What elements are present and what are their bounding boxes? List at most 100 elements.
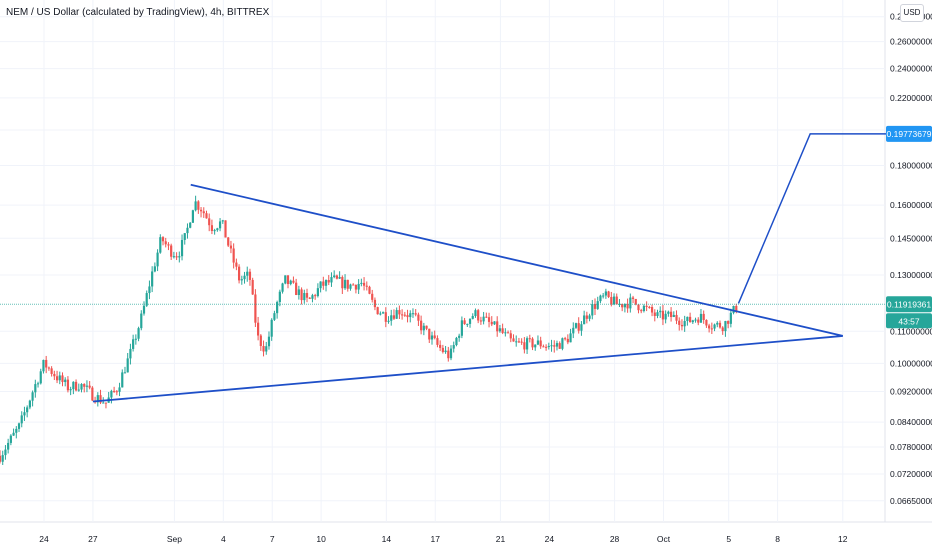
candle-body	[300, 289, 303, 301]
candle-body	[583, 315, 586, 325]
candle-body	[656, 312, 659, 316]
candle-body	[629, 297, 632, 309]
candle-body	[648, 306, 651, 308]
candle-body	[72, 381, 75, 390]
candle-body	[308, 297, 311, 299]
candle-body	[504, 332, 507, 334]
candle-body	[395, 310, 398, 319]
candle-body	[303, 292, 306, 301]
candle-body	[724, 321, 727, 332]
candle-body	[387, 320, 390, 322]
y-tick-label: 0.18000000	[890, 160, 932, 170]
candle-body	[26, 407, 29, 413]
candle-body	[91, 387, 94, 401]
x-tick-label: 24	[545, 534, 555, 544]
candle-body	[490, 321, 493, 325]
candle-body	[161, 237, 165, 242]
candle-body	[140, 313, 143, 329]
candle-body	[528, 338, 531, 340]
candle-body	[31, 392, 34, 401]
target-price-badge-text: 0.19773679	[887, 129, 932, 139]
candle-body	[349, 284, 352, 289]
candle-body	[439, 344, 442, 348]
candle-body	[485, 316, 488, 318]
candle-body	[422, 325, 425, 331]
y-tick-label: 0.22000000	[890, 93, 932, 103]
candle-body	[257, 322, 260, 336]
currency-button[interactable]: USD	[900, 4, 924, 22]
candle-body	[471, 316, 474, 319]
candle-body	[7, 442, 10, 450]
candle-body	[153, 266, 156, 272]
candle-body	[621, 303, 624, 308]
candle-body	[126, 358, 129, 373]
candle-body	[588, 315, 591, 319]
candle-body	[466, 323, 469, 325]
candle-body	[569, 333, 572, 343]
candle-body	[0, 455, 2, 462]
candle-body	[213, 230, 216, 232]
candle-body	[468, 318, 472, 324]
y-axis[interactable]: 0.280000000.260000000.240000000.22000000…	[890, 12, 932, 506]
candle-body	[401, 314, 404, 316]
candle-body	[531, 338, 534, 348]
candle-body	[436, 338, 439, 345]
x-tick-label: 8	[775, 534, 780, 544]
candle-body	[362, 282, 366, 286]
candle-body	[604, 291, 607, 296]
candle-body	[699, 313, 703, 323]
candle-body	[705, 319, 708, 326]
candle-body	[170, 245, 173, 257]
candle-body	[237, 266, 241, 281]
candle-body	[493, 321, 496, 325]
candle-body	[9, 435, 12, 443]
candle-body	[254, 294, 257, 323]
y-tick-label: 0.13000000	[890, 270, 932, 280]
candle-body	[218, 221, 222, 229]
candle-body	[47, 367, 51, 369]
candle-body	[156, 252, 159, 267]
candle-body	[680, 324, 684, 327]
y-tick-label: 0.24000000	[890, 64, 932, 74]
candle-body	[474, 310, 477, 317]
candle-body	[224, 220, 227, 238]
candle-body	[132, 339, 135, 349]
candle-body	[297, 289, 300, 295]
candle-body	[333, 275, 336, 278]
candle-body	[479, 320, 482, 322]
candle-body	[265, 346, 268, 352]
candle-body	[675, 314, 678, 321]
candle-body	[286, 275, 290, 285]
y-tick-label: 0.07800000	[890, 442, 932, 452]
trendline-upper	[190, 183, 843, 337]
candle-body	[509, 333, 512, 339]
candle-body	[574, 323, 578, 328]
candle-body	[335, 275, 339, 279]
candle-body	[159, 237, 162, 253]
candle-body	[216, 228, 219, 231]
candle-body	[123, 372, 127, 374]
candle-body	[430, 335, 434, 340]
candle-body	[506, 332, 510, 334]
candle-body	[631, 297, 635, 299]
candle-body	[53, 373, 56, 377]
candle-body	[650, 307, 654, 313]
candle-body	[66, 379, 70, 391]
candle-body	[137, 328, 140, 339]
candle-body	[718, 322, 722, 328]
candle-body	[545, 346, 548, 348]
candle-body	[716, 322, 719, 325]
candle-body	[324, 280, 328, 286]
y-tick-label: 0.07200000	[890, 469, 932, 479]
candle-body	[42, 359, 45, 372]
candle-body	[615, 296, 618, 305]
x-axis[interactable]: 24 27 Sep 4 7 10 14 17 21 24 28 Oct 5 8 12	[39, 534, 848, 544]
candle-body	[441, 347, 444, 353]
candle-body	[602, 295, 605, 297]
candle-body	[189, 222, 192, 228]
candle-body	[591, 304, 594, 316]
candle-body	[463, 320, 466, 325]
candle-body	[77, 389, 80, 391]
candle-body	[381, 312, 385, 314]
